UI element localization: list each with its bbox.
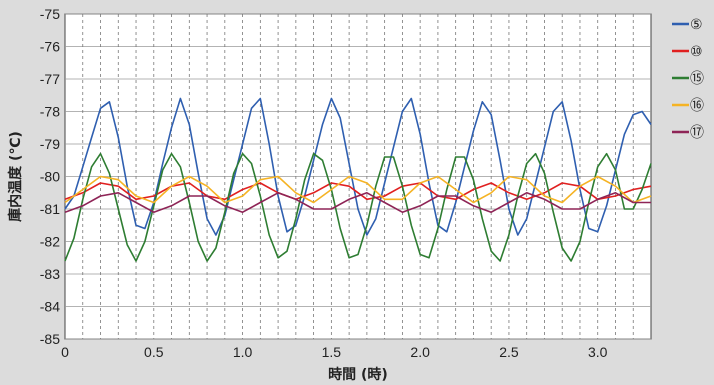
y-axis-ticks: -75 -76 -77 -78 -79 -80 -81 -82 -83 -84 -85 bbox=[40, 6, 60, 347]
series-line-3 bbox=[64, 152, 652, 262]
legend-label: ⑯ bbox=[690, 98, 704, 114]
y-axis-title: 庫内温度 (℃) bbox=[7, 131, 24, 222]
y-tick-label: -83 bbox=[40, 266, 60, 282]
y-tick-label: -84 bbox=[40, 299, 60, 315]
x-tick-label: 2.0 bbox=[410, 344, 430, 360]
x-tick-label: 1.5 bbox=[322, 344, 342, 360]
y-tick-label: -76 bbox=[40, 39, 60, 55]
legend-label: ⑩ bbox=[690, 44, 703, 60]
y-tick-label: -75 bbox=[40, 6, 60, 22]
y-tick-label: -81 bbox=[40, 201, 60, 217]
legend: ⑤ ⑩ ⑮ ⑯ ⑰ bbox=[672, 17, 704, 141]
legend-label: ⑰ bbox=[690, 125, 704, 141]
series-line-4 bbox=[64, 175, 652, 204]
y-tick-label: -77 bbox=[40, 71, 60, 87]
x-tick-label: 0.5 bbox=[144, 344, 164, 360]
x-axis-title: 時間 (時) bbox=[328, 366, 388, 383]
legend-label: ⑤ bbox=[690, 17, 703, 33]
x-axis-ticks: 0 0.5 1.0 1.5 2.0 2.5 3.0 bbox=[61, 344, 608, 360]
y-tick-label: -78 bbox=[40, 104, 60, 120]
x-tick-label: 0 bbox=[61, 344, 69, 360]
y-tick-label: -80 bbox=[40, 169, 60, 185]
x-tick-label: 3.0 bbox=[588, 344, 608, 360]
y-tick-label: -79 bbox=[40, 136, 60, 152]
series-line-1 bbox=[64, 97, 652, 236]
series-line-5 bbox=[64, 192, 651, 213]
series-lines bbox=[64, 97, 652, 262]
x-tick-label: 1.0 bbox=[233, 344, 253, 360]
legend-label: ⑮ bbox=[690, 71, 704, 87]
y-tick-label: -85 bbox=[40, 331, 60, 347]
x-tick-label: 2.5 bbox=[499, 344, 519, 360]
series-line-2 bbox=[64, 182, 652, 201]
y-tick-label: -82 bbox=[40, 234, 60, 250]
